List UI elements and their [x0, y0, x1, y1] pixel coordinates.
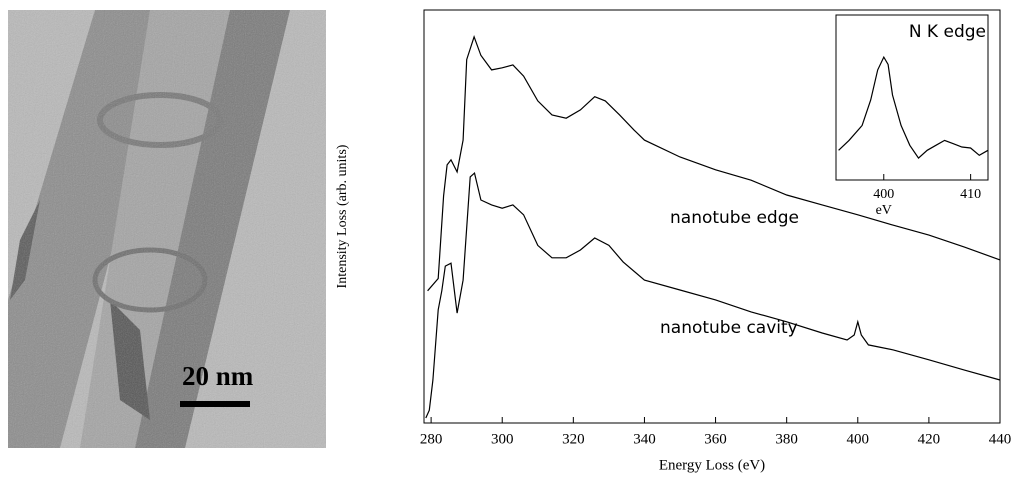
- tem-image: [8, 10, 326, 448]
- plot-frame: [835, 14, 989, 181]
- scale-bar: [180, 401, 250, 407]
- x-tick-label: 280: [420, 431, 443, 447]
- x-tick-label: 360: [704, 431, 727, 447]
- x-tick-label: 340: [633, 431, 656, 447]
- x-axis-label: Energy Loss (eV): [659, 457, 765, 473]
- x-tick-label: 410: [960, 187, 981, 202]
- x-tick-label: 420: [918, 431, 941, 447]
- x-tick-label: 440: [989, 431, 1012, 447]
- series-label: nanotube cavity: [660, 318, 798, 338]
- x-tick-label: 300: [491, 431, 514, 447]
- spectrum-line: [838, 55, 989, 160]
- x-tick-label: 320: [562, 431, 585, 447]
- x-tick-label: 380: [775, 431, 798, 447]
- plot-frame: [423, 9, 1001, 424]
- y-axis-label: Intensity Loss (arb. units): [335, 144, 350, 288]
- x-tick-label: 400: [873, 187, 894, 202]
- x-tick-label: 400: [847, 431, 870, 447]
- spectrum-line: [425, 171, 1001, 419]
- inset-title: N K edge: [909, 22, 986, 42]
- scale-bar-label: 20 nm: [182, 361, 254, 391]
- x-axis-label: eV: [876, 203, 892, 218]
- series-label: nanotube edge: [670, 208, 799, 228]
- spectrum-line: [427, 34, 1001, 292]
